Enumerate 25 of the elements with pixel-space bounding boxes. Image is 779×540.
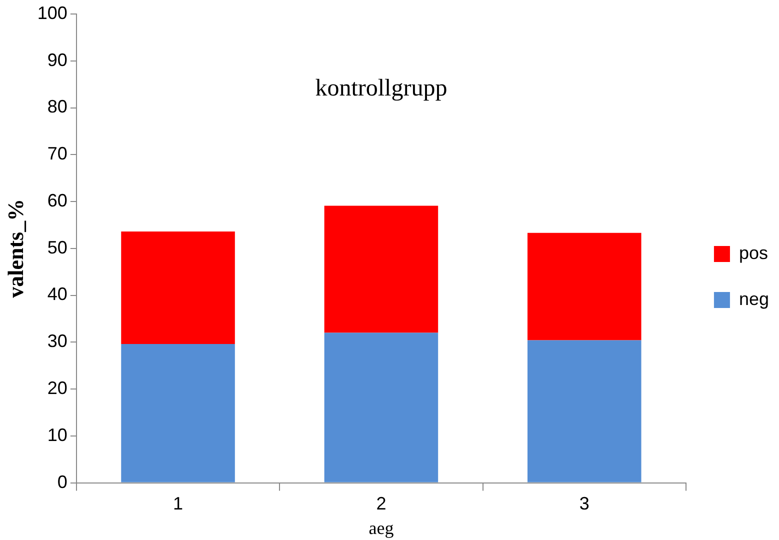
y-tick-label: 100 <box>37 2 68 23</box>
legend-label: neg <box>738 288 770 309</box>
x-tick-label: 3 <box>579 494 590 514</box>
y-axis-title: valents_% <box>2 198 28 298</box>
legend-label: pos <box>738 242 768 263</box>
y-tick-label: 50 <box>47 237 68 258</box>
x-tick-label: 2 <box>376 494 386 514</box>
x-axis-title: aeg <box>368 518 394 538</box>
y-tick-label: 90 <box>47 50 68 70</box>
y-tick-label: 20 <box>47 378 68 398</box>
y-tick-label: 30 <box>47 331 68 352</box>
bar <box>527 232 642 340</box>
bar <box>324 332 438 482</box>
bar <box>121 344 235 482</box>
bar <box>527 340 642 482</box>
x-tick-label: 1 <box>173 494 184 514</box>
y-tick-label: 10 <box>47 424 68 445</box>
bar <box>324 206 438 333</box>
bar <box>121 232 235 344</box>
y-tick-label: 60 <box>47 190 68 210</box>
y-tick-label: 40 <box>47 284 68 304</box>
y-tick-label: 70 <box>47 144 68 164</box>
y-tick-label: 0 <box>57 472 68 492</box>
text: kontrollgrupp <box>315 75 448 102</box>
y-tick-label: 80 <box>47 96 68 117</box>
